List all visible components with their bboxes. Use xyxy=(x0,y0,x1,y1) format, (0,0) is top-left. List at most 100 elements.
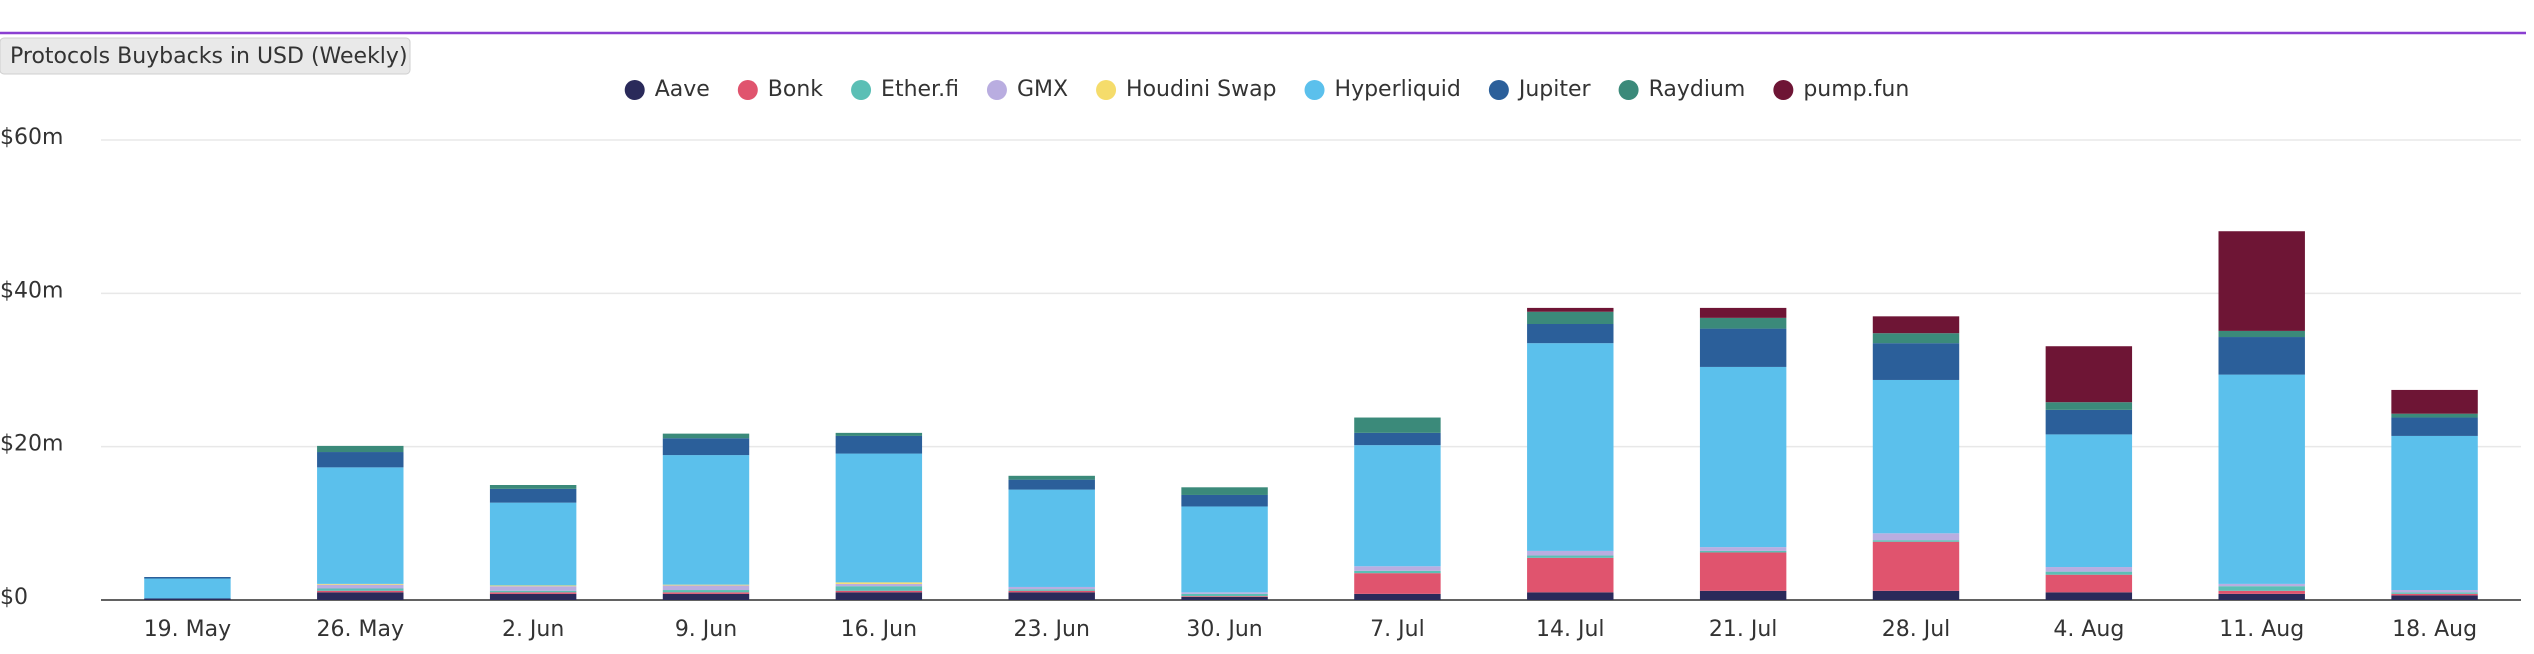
bar-segment xyxy=(1527,557,1614,593)
x-tick-label: 16. Jun xyxy=(841,617,917,642)
y-tick-label: $0 xyxy=(0,585,28,610)
legend-marker xyxy=(1096,80,1117,100)
bar-segment xyxy=(1527,343,1614,551)
bar-segment xyxy=(2391,592,2478,594)
x-tick-label: 19. May xyxy=(144,617,231,642)
bar-segment xyxy=(1699,552,1787,591)
bar-segment xyxy=(317,588,404,591)
bar-segment xyxy=(662,593,750,600)
x-tick-label: 30. Jun xyxy=(1186,617,1262,642)
bar-segment xyxy=(2391,435,2478,591)
bar-segment xyxy=(489,585,577,587)
bar-segment xyxy=(835,583,923,587)
bar-segment xyxy=(317,445,404,453)
y-tick-label: $60m xyxy=(0,125,63,150)
bar-segment xyxy=(317,583,404,585)
bar-segment xyxy=(2218,330,2305,338)
legend-label: Raydium xyxy=(1649,77,1746,102)
x-tick-label: 7. Jul xyxy=(1370,617,1425,642)
bar-segment xyxy=(317,590,404,593)
bar-segment xyxy=(2391,389,2478,414)
bar-segment xyxy=(1872,541,1960,591)
bar-segment xyxy=(1872,343,1960,380)
bar-segment xyxy=(489,502,577,586)
bar-segment xyxy=(1527,311,1614,324)
legend-marker xyxy=(1304,80,1325,100)
bar-segment xyxy=(2045,346,2133,403)
bar-segment xyxy=(835,582,923,584)
x-tick-label: 11. Aug xyxy=(2219,617,2304,642)
bar-segment xyxy=(317,592,404,600)
bar-segment xyxy=(1872,316,1960,334)
bar-segment xyxy=(1872,379,1960,534)
bar-segment xyxy=(1354,417,1441,433)
x-tick-label: 23. Jun xyxy=(1014,617,1090,642)
legend-label: Bonk xyxy=(768,77,823,102)
bar-segment xyxy=(662,438,750,456)
legend-marker xyxy=(624,80,645,100)
bar-segment xyxy=(489,488,577,503)
bar-segment xyxy=(2218,593,2305,600)
bar-segment xyxy=(1354,566,1441,571)
bar-segment xyxy=(1872,333,1960,344)
bar-segment xyxy=(1008,590,1095,593)
bar-segment xyxy=(2218,374,2305,584)
x-tick-label: 4. Aug xyxy=(2053,617,2124,642)
bar-segment xyxy=(662,590,750,593)
bar-segment xyxy=(1872,540,1960,542)
bar-segment xyxy=(2045,434,2133,568)
bar-segment xyxy=(2391,417,2478,436)
bar-segment xyxy=(2391,413,2478,418)
bar-segment xyxy=(1872,533,1960,541)
bar-segment xyxy=(1181,596,1268,600)
bar-segment xyxy=(2391,593,2478,596)
badge: Protocols Buybacks in USD (Weekly) xyxy=(10,44,408,69)
bar-segment xyxy=(1354,573,1441,594)
bar-segment xyxy=(144,578,231,599)
legend-marker xyxy=(1488,80,1509,100)
x-tick-label: 9. Jun xyxy=(675,617,737,642)
bar-segment xyxy=(317,584,404,589)
legend-label: Aave xyxy=(655,77,710,102)
x-tick-label: 18. Aug xyxy=(2392,617,2477,642)
bar-segment xyxy=(662,585,750,591)
bar-segment xyxy=(489,593,577,600)
legend-label: pump.fun xyxy=(1803,77,1909,102)
bar-segment xyxy=(1008,479,1095,490)
bar-segment xyxy=(1527,555,1614,558)
bar-segment xyxy=(662,433,750,439)
legend-marker xyxy=(1773,80,1794,100)
bar-segment xyxy=(2218,586,2305,591)
x-tick-label: 28. Jul xyxy=(1882,617,1951,642)
bar-segment xyxy=(317,467,404,584)
bar-segment xyxy=(835,590,923,593)
bar-segment xyxy=(1008,489,1095,587)
bar-segment xyxy=(489,590,577,593)
bar-segment xyxy=(1354,432,1441,446)
legend-marker xyxy=(737,80,758,100)
bar-segment xyxy=(2045,574,2133,593)
bar-segment xyxy=(1008,592,1095,600)
bar-segment xyxy=(835,435,923,454)
bar-segment xyxy=(1008,589,1095,591)
bar-segment xyxy=(1181,593,1268,597)
legend-marker xyxy=(851,80,872,100)
bar-segment xyxy=(1527,324,1614,344)
bar-segment xyxy=(144,598,231,600)
bar-segment xyxy=(1527,592,1614,600)
bar-segment xyxy=(1008,475,1095,480)
bar-segment xyxy=(489,485,577,489)
bar-segment xyxy=(662,584,750,586)
legend-label: Hyperliquid xyxy=(1335,77,1461,102)
legend-marker xyxy=(1618,80,1639,100)
x-tick-label: 14. Jul xyxy=(1536,617,1605,642)
bar-segment xyxy=(835,592,923,600)
bar-segment xyxy=(2045,592,2133,600)
bar-segment xyxy=(835,586,923,591)
bar-segment xyxy=(489,592,577,594)
bar-segment xyxy=(317,452,404,468)
bar-segment xyxy=(2391,590,2478,593)
x-tick-label: 2. Jun xyxy=(502,617,564,642)
